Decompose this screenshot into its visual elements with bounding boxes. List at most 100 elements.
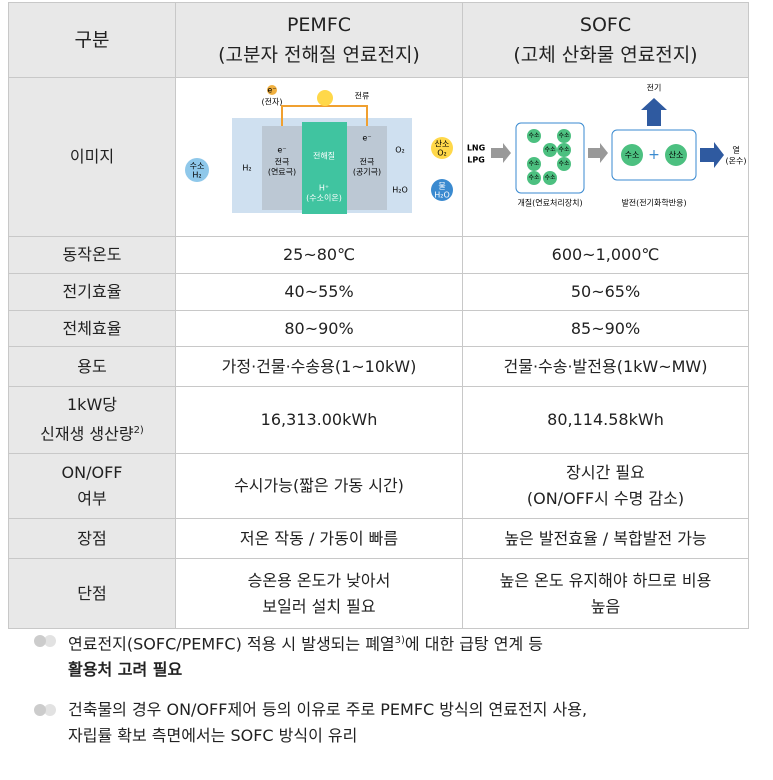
label: 전극 xyxy=(274,157,289,167)
electron-icon xyxy=(266,85,277,95)
row-label: 단점 xyxy=(8,558,176,629)
image-row: 이미지 e⁻ (전자) 전류 수소 H₂ H₂ e⁻ 전극 (연료극) 전해질 … xyxy=(8,77,749,237)
label: (연료극) xyxy=(267,168,295,177)
label-line: 신재생 생산량2) xyxy=(9,418,175,447)
value-line: 높은 발전효율 / 복합발전 가능 xyxy=(504,528,707,548)
note: 건축물의 경우 ON/OFF제어 등의 이유로 주로 PEMFC 방식의 연료전… xyxy=(30,697,750,749)
label: (온수) xyxy=(725,157,746,166)
value-cell: 높은 온도 유지해야 하므로 비용 높음 xyxy=(462,558,749,629)
value-cell: 40~55% xyxy=(175,273,463,311)
label: e⁻ xyxy=(277,146,286,155)
value-cell: 건물·수송·발전용(1kW~MW) xyxy=(462,346,749,387)
row-label: 전체효율 xyxy=(8,310,176,347)
label: LPG xyxy=(467,156,485,165)
value-cell: 16,313.00kWh xyxy=(175,386,463,454)
value-line: 가정·건물·수송용(1~10kW) xyxy=(221,356,417,376)
hydrogen-icon xyxy=(526,171,541,185)
value-line: 80~90% xyxy=(284,318,354,338)
hydrogen-icon xyxy=(542,143,557,157)
arrow xyxy=(699,142,724,168)
label: 개질(연료처리장치) xyxy=(517,198,582,208)
label: 수소 xyxy=(528,175,540,182)
notes: 연료전지(SOFC/PEMFC) 적용 시 발생되는 폐열3)에 대한 급탕 연… xyxy=(30,628,750,763)
label: 열 xyxy=(732,146,739,155)
column-name: SOFC xyxy=(579,14,632,36)
sofc-image: LNG LPG 수소 수소 수소 수소 수소 수소 수소 수소 개질(연료처리장치) 수소 +… xyxy=(462,77,749,237)
table-row: 단점 승온용 온도가 낮아서 보일러 설치 필요 높은 온도 유지해야 하므로 비용 높… xyxy=(8,558,749,629)
label-line: 동작온도 xyxy=(62,245,122,264)
note-text: 연료전지(SOFC/PEMFC) 적용 시 발생되는 폐열 xyxy=(68,634,395,654)
hydrogen-icon xyxy=(556,129,571,143)
hydrogen-icon xyxy=(526,129,541,143)
value-line: 40~55% xyxy=(284,282,354,301)
value-cell: 저온 작동 / 가동이 빠름 xyxy=(175,518,463,559)
label: 수소 xyxy=(528,133,540,140)
cathode-plate xyxy=(346,126,387,210)
bulb xyxy=(316,90,333,106)
bullet xyxy=(44,704,56,717)
label-line: 1kW당 xyxy=(67,395,117,415)
label-line: 장점 xyxy=(77,528,107,548)
oxygen-icon xyxy=(664,144,687,166)
value-line: 건물·수송·발전용(1kW~MW) xyxy=(503,356,708,376)
label-line: 용도 xyxy=(77,356,107,376)
label: O₂ xyxy=(395,146,405,155)
row-label: 전기효율 xyxy=(8,273,176,311)
note-text: 에 대한 급탕 연계 등 xyxy=(404,634,544,654)
water-icon xyxy=(430,179,453,201)
pemfc-image: e⁻ (전자) 전류 수소 H₂ H₂ e⁻ 전극 (연료극) 전해질 H⁺ (… xyxy=(175,77,463,237)
column-desc: (고체 산화물 연료전지) xyxy=(513,44,698,66)
label: 산소 xyxy=(668,150,683,160)
label-line: ON/OFF xyxy=(61,463,123,482)
label-line: 여부 xyxy=(77,489,107,508)
value-line: 저온 작동 / 가동이 빠름 xyxy=(239,528,399,548)
value-cell: 85~90% xyxy=(462,310,749,347)
value-line: 600~1,000℃ xyxy=(551,245,660,264)
label: 수소 xyxy=(558,161,570,168)
value-line: 장시간 필요 xyxy=(566,463,645,482)
note-line: 건축물의 경우 ON/OFF제어 등의 이유로 주로 PEMFC 방식의 연료전… xyxy=(68,700,588,720)
bullet xyxy=(44,635,56,647)
label: 수소 xyxy=(189,162,204,171)
label: H₂O xyxy=(392,186,408,195)
value-line: 85~90% xyxy=(570,318,641,338)
anode-plate xyxy=(261,126,302,210)
label: LNG xyxy=(466,144,484,153)
pemfc-diagram: e⁻ (전자) 전류 수소 H₂ H₂ e⁻ 전극 (연료극) 전해질 H⁺ (… xyxy=(184,85,453,214)
label: H₂ xyxy=(192,171,201,180)
label: 수소 xyxy=(558,147,570,154)
header-row: 구분 PEMFC (고분자 전해질 연료전지) SOFC (고체 산화물 연료전지) xyxy=(8,2,749,78)
note-bold: 활용처 고려 필요 xyxy=(68,660,183,680)
value-line: 높음 xyxy=(590,596,621,616)
table-row: 1kW당 신재생 생산량2) 16,313.00kWh 80,114.58kWh xyxy=(8,386,749,454)
value-cell: 가정·건물·수송용(1~10kW) xyxy=(175,346,463,387)
oxygen-icon xyxy=(430,137,453,159)
label: 수소 xyxy=(624,151,639,160)
table-row: 전체효율 80~90% 85~90% xyxy=(8,310,749,347)
note-line: 자립률 확보 측면에서는 SOFC 방식이 유리 xyxy=(68,726,358,746)
note: 연료전지(SOFC/PEMFC) 적용 시 발생되는 폐열3)에 대한 급탕 연… xyxy=(30,628,750,683)
label: e⁻ xyxy=(267,86,276,95)
value-line: (ON/OFF시 수명 감소) xyxy=(526,489,685,508)
column-name: PEMFC xyxy=(286,14,352,36)
bullet xyxy=(34,704,46,717)
label: 발전(전기화학반응) xyxy=(621,198,686,208)
value-line: 수시가능(짧은 가동 시간) xyxy=(234,476,404,495)
value-line: 25~80℃ xyxy=(282,245,356,264)
table-row: 장점 저온 작동 / 가동이 빠름 높은 발전효율 / 복합발전 가능 xyxy=(8,518,749,559)
label-text: 신재생 생산량 xyxy=(40,424,134,444)
arrow xyxy=(490,143,511,163)
stack-box xyxy=(611,129,696,181)
label: e⁻ xyxy=(362,134,371,143)
hydrogen-icon xyxy=(556,143,571,157)
label: H₂O xyxy=(434,191,450,200)
label: 수소 xyxy=(544,175,556,182)
value-line: 보일러 설치 필요 xyxy=(262,596,376,616)
arrow xyxy=(587,143,608,163)
label-line: 전체효율 xyxy=(62,318,122,338)
value-line: 승온용 온도가 낮아서 xyxy=(247,570,391,590)
label: 전기 xyxy=(646,83,661,93)
